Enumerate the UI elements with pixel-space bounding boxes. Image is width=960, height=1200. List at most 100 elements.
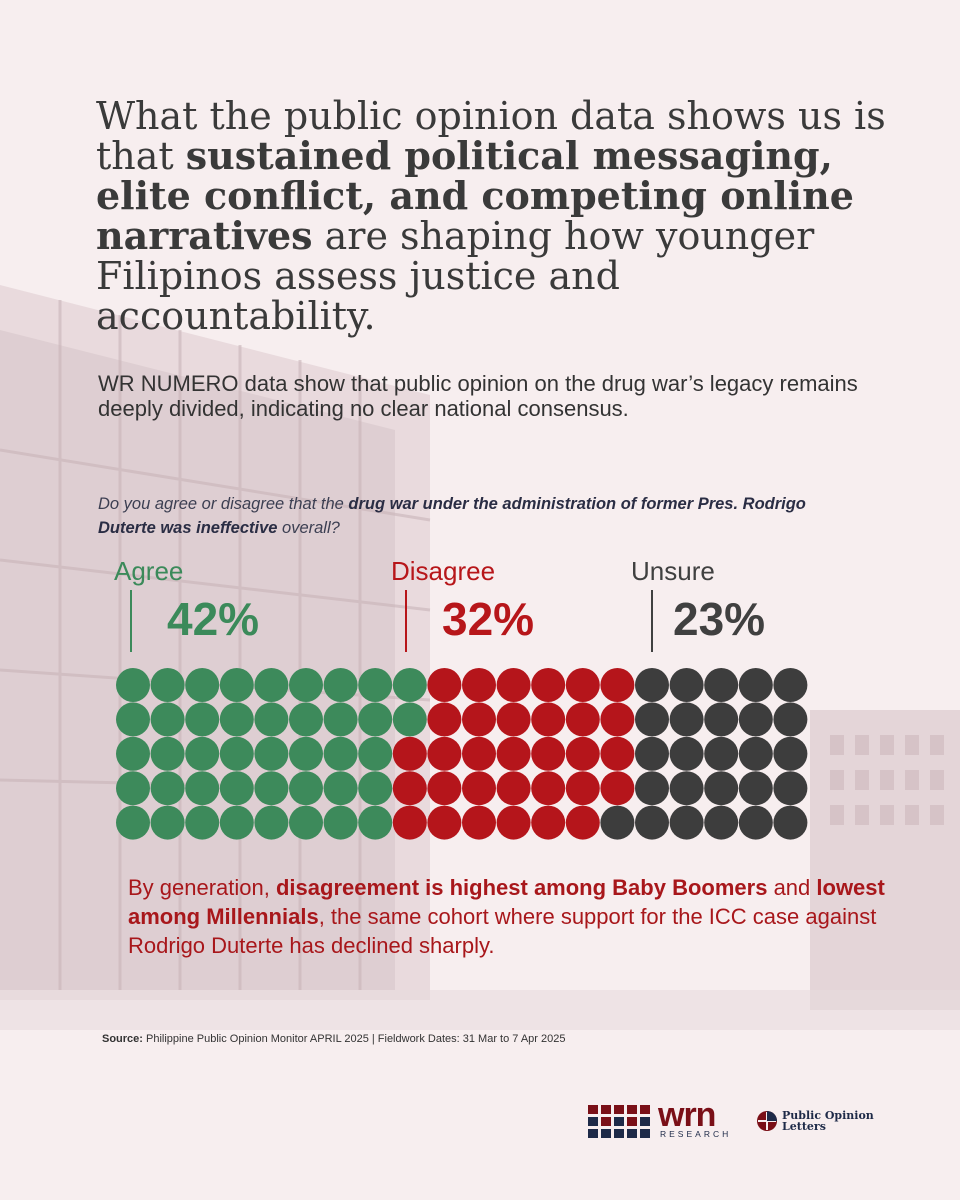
waffle-dot-disagree (496, 702, 531, 737)
waffle-dot-unsure (738, 736, 773, 771)
waffle-chart (116, 668, 808, 840)
waffle-dot-unsure (738, 668, 773, 702)
waffle-dot-disagree (600, 771, 635, 806)
waffle-dot-disagree (427, 702, 462, 737)
waffle-dot-agree (289, 668, 323, 702)
agree-marker-line (130, 590, 132, 652)
waffle-dot-agree (254, 668, 289, 702)
waffle-dot-agree (358, 702, 393, 737)
waffle-dot-unsure (635, 702, 669, 737)
generation-note: By generation, disagreement is highest a… (128, 873, 888, 960)
headline-part2: are shaping how younger Filipinos assess… (96, 214, 815, 338)
waffle-dot-disagree (462, 702, 496, 737)
waffle-dot-unsure (669, 702, 704, 737)
question-part1: Do you agree or disagree that the (98, 495, 349, 513)
pol-line1: Public Opinion (782, 1109, 874, 1122)
waffle-dot-agree (116, 771, 150, 806)
waffle-dot-agree (358, 771, 393, 806)
survey-question: Do you agree or disagree that the drug w… (98, 492, 858, 540)
waffle-dot-unsure (635, 736, 669, 771)
waffle-dot-unsure (704, 668, 739, 702)
waffle-dot-agree (358, 736, 393, 771)
waffle-dot-disagree (565, 771, 600, 806)
source-label: Source: (102, 1033, 143, 1045)
waffle-dot-unsure (635, 668, 669, 702)
agree-percent: 42% (167, 593, 260, 645)
waffle-dot-disagree (531, 702, 566, 737)
wrn-logo-subtext: RESEARCH (660, 1129, 732, 1139)
waffle-dot-agree (254, 736, 289, 771)
intro-text: WR NUMERO data show that public opinion … (98, 371, 858, 421)
waffle-dot-agree (219, 702, 254, 737)
public-opinion-letters-logo: Public Opinion Letters (782, 1110, 874, 1132)
waffle-dot-disagree (496, 805, 531, 840)
waffle-dot-agree (358, 805, 393, 840)
waffle-dot-disagree (565, 702, 600, 737)
waffle-dot-agree (392, 668, 427, 702)
waffle-dot-unsure (600, 805, 635, 840)
waffle-dot-disagree (600, 736, 635, 771)
waffle-dot-unsure (635, 805, 669, 840)
waffle-dot-disagree (496, 668, 531, 702)
waffle-dot-disagree (496, 736, 531, 771)
unsure-marker-line (651, 590, 653, 652)
waffle-dot-agree (323, 736, 358, 771)
waffle-dot-unsure (669, 771, 704, 806)
waffle-dot-disagree (462, 771, 496, 806)
waffle-dot-disagree (565, 805, 600, 840)
waffle-dot-unsure (704, 702, 739, 737)
waffle-dot-agree (289, 702, 323, 737)
wrn-logo-text: wrn (658, 1096, 716, 1134)
waffle-dot-disagree (462, 668, 496, 702)
waffle-dot-agree (150, 668, 185, 702)
generation-bold1: disagreement is highest among Baby Boome… (275, 875, 768, 900)
waffle-dot-unsure (773, 771, 808, 806)
unsure-percent: 23% (673, 593, 766, 645)
waffle-dot-agree (219, 771, 254, 806)
generation-part1: By generation, (128, 875, 276, 900)
waffle-dot-unsure (704, 805, 739, 840)
waffle-dot-disagree (427, 771, 462, 806)
waffle-dot-disagree (427, 668, 462, 702)
waffle-dot-agree (289, 805, 323, 840)
generation-part3: , the same cohort where support for the … (128, 904, 877, 958)
agree-label: Agree (114, 556, 184, 586)
waffle-dot-unsure (738, 805, 773, 840)
disagree-marker-line (405, 590, 407, 652)
waffle-dot-agree (116, 668, 150, 702)
waffle-dot-agree (392, 702, 427, 737)
waffle-dot-unsure (669, 805, 704, 840)
disagree-label: Disagree (391, 556, 496, 586)
waffle-dot-agree (323, 771, 358, 806)
waffle-dot-disagree (531, 736, 566, 771)
waffle-dot-agree (254, 702, 289, 737)
waffle-dot-agree (185, 805, 220, 840)
waffle-dot-unsure (738, 702, 773, 737)
waffle-dot-agree (289, 736, 323, 771)
waffle-dot-disagree (496, 771, 531, 806)
waffle-dot-agree (323, 702, 358, 737)
waffle-dot-agree (116, 805, 150, 840)
waffle-dot-agree (323, 668, 358, 702)
unsure-label: Unsure (631, 556, 715, 586)
waffle-dot-agree (219, 668, 254, 702)
waffle-dot-disagree (462, 805, 496, 840)
pol-line2: Letters (782, 1120, 826, 1133)
waffle-dot-unsure (704, 771, 739, 806)
waffle-dot-agree (185, 668, 220, 702)
waffle-dot-unsure (773, 668, 808, 702)
waffle-dot-agree (116, 702, 150, 737)
waffle-dot-disagree (531, 668, 566, 702)
waffle-dot-agree (358, 668, 393, 702)
headline-bold: sustained political messaging, elite con… (96, 133, 854, 258)
waffle-dot-unsure (738, 771, 773, 806)
waffle-dot-unsure (669, 668, 704, 702)
waffle-dot-disagree (392, 805, 427, 840)
waffle-dot-agree (219, 736, 254, 771)
waffle-dot-agree (150, 736, 185, 771)
waffle-dot-unsure (773, 805, 808, 840)
question-part2: overall? (277, 519, 340, 537)
waffle-dot-agree (323, 805, 358, 840)
headline: What the public opinion data shows us is… (96, 96, 896, 336)
waffle-dot-agree (150, 702, 185, 737)
